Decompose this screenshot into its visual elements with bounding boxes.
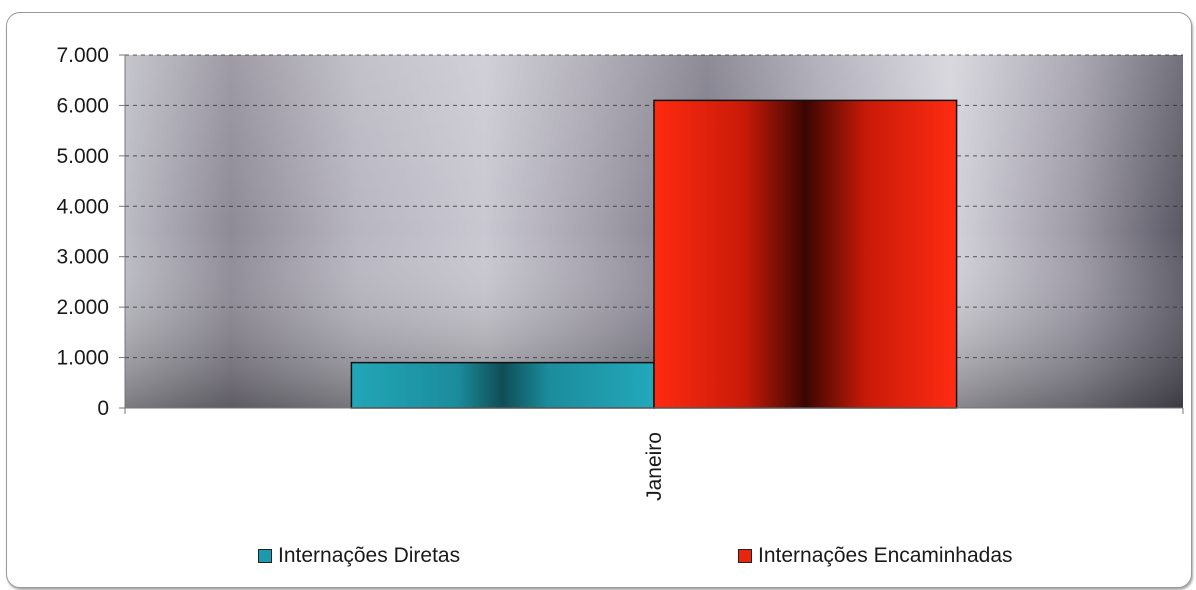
bar-internacoes-encaminhadas: [653, 99, 958, 409]
y-tick-label: 6.000: [56, 94, 109, 117]
y-tick-label: 3.000: [56, 246, 109, 269]
legend-item-internacoes-diretas: Internações Diretas: [258, 541, 460, 571]
y-tick-label: 1.000: [56, 347, 109, 370]
legend-swatch-icon: [738, 549, 752, 563]
y-tick-label: 2.000: [56, 296, 109, 319]
y-tick-label: 0: [97, 397, 109, 420]
legend-label: Internações Encaminhadas: [758, 544, 1013, 567]
y-tick-label: 7.000: [56, 44, 109, 67]
y-tick-label: 5.000: [56, 145, 109, 168]
legend-item-internacoes-encaminhadas: Internações Encaminhadas: [738, 541, 1013, 571]
bar-internacoes-diretas: [350, 361, 655, 409]
x-category-label: Janeiro: [643, 432, 666, 501]
y-tick-label: 4.000: [56, 195, 109, 218]
legend-label: Internações Diretas: [278, 544, 461, 567]
legend-swatch-icon: [258, 549, 272, 563]
